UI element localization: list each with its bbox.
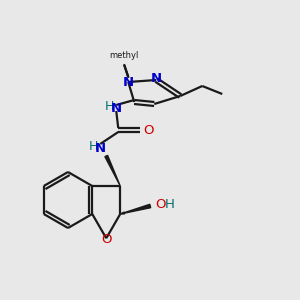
Text: O: O	[143, 124, 154, 136]
Text: O: O	[155, 199, 166, 212]
Text: H: H	[164, 199, 174, 212]
Polygon shape	[120, 204, 151, 214]
Text: H: H	[88, 140, 98, 154]
Text: N: N	[95, 142, 106, 154]
Text: H: H	[105, 100, 114, 112]
Text: N: N	[151, 73, 162, 85]
Polygon shape	[105, 155, 120, 186]
Text: O: O	[101, 233, 112, 246]
Text: methyl: methyl	[110, 52, 139, 61]
Text: N: N	[123, 76, 134, 88]
Text: N: N	[111, 101, 122, 115]
